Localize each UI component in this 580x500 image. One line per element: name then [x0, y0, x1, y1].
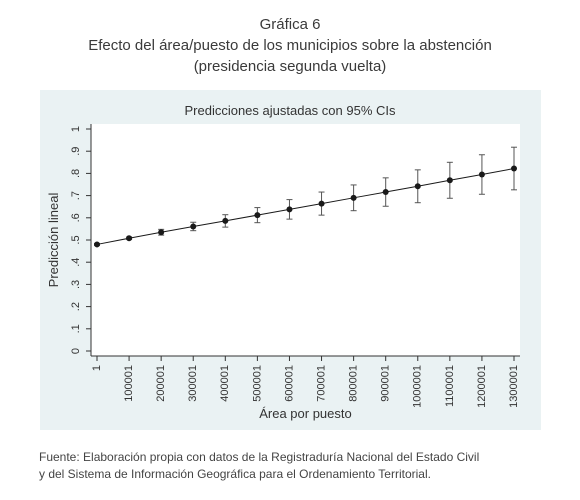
x-tick-label: 900001 [380, 365, 392, 402]
prediction-point [222, 217, 229, 224]
y-tick-label: .7 [70, 191, 82, 200]
x-tick-label: 1100001 [444, 365, 456, 407]
x-tick-label: 700001 [315, 365, 327, 402]
prediction-point [350, 194, 357, 201]
prediction-point [511, 165, 517, 172]
figure-source: Fuente: Elaboración propia con datos de … [39, 449, 559, 483]
prediction-point [382, 189, 389, 196]
prediction-point [478, 171, 485, 178]
prediction-point [318, 200, 325, 207]
prediction-point [446, 177, 453, 184]
prediction-point [286, 206, 293, 213]
prediction-point [126, 235, 133, 242]
x-tick-label: 100001 [123, 365, 135, 402]
x-tick-label: 1200001 [476, 365, 488, 408]
prediction-point [414, 183, 421, 190]
figure-title: Efecto del área/puesto de los municipios… [88, 37, 492, 54]
chart-container: Predicciones ajustadas con 95% CIs 0 .1 .2… [40, 90, 541, 430]
chart-title: Predicciones ajustadas con 95% CIs [184, 103, 396, 118]
y-tick-label: 1 [70, 126, 82, 132]
plot-area [91, 124, 520, 356]
x-tick-label: 400001 [219, 365, 231, 402]
y-tick-label: .6 [70, 213, 82, 222]
figure-number: Gráfica 6 [259, 16, 321, 33]
y-tick-label: .2 [70, 302, 82, 311]
prediction-line [96, 168, 515, 245]
x-tick-label: 1300001 [508, 365, 520, 408]
chart-svg: Predicciones ajustadas con 95% CIs 0 .1 .2… [40, 90, 541, 430]
y-tick-label: 0 [70, 348, 82, 354]
y-tick-label: .8 [70, 169, 82, 178]
x-tick-label: 800001 [348, 365, 360, 402]
y-tick-label: .1 [70, 324, 82, 333]
x-tick-label: 1 [91, 365, 103, 371]
x-tick-label: 1000001 [412, 365, 424, 408]
y-tick-label: .9 [70, 147, 82, 156]
prediction-point [94, 241, 100, 248]
x-tick-label: 500001 [251, 365, 263, 402]
figure-subtitle: (presidencia segunda vuelta) [193, 58, 387, 75]
chart-marks [94, 146, 517, 248]
prediction-point [158, 229, 165, 236]
figure-header: Gráfica 6 Efecto del área/puesto de los … [0, 14, 580, 77]
y-tick-label: .3 [70, 280, 82, 289]
axes: 0.1.2.3.4.5.6.7.8.911 100001 200001 300001 4… [70, 124, 520, 408]
y-axis-label: Predicción lineal [46, 193, 61, 288]
prediction-point [254, 212, 261, 219]
prediction-point [190, 223, 197, 230]
source-line-1: Fuente: Elaboración propia con datos de … [39, 450, 480, 464]
x-tick-label: 300001 [187, 365, 199, 402]
x-tick-label: 600001 [283, 365, 295, 402]
x-axis-label: Área por puesto [259, 406, 352, 421]
source-line-2: y del Sistema de Información Geográfica … [39, 467, 431, 481]
y-tick-label: .4 [70, 258, 82, 267]
y-tick-label: .5 [70, 235, 82, 244]
x-tick-label: 200001 [155, 365, 167, 402]
